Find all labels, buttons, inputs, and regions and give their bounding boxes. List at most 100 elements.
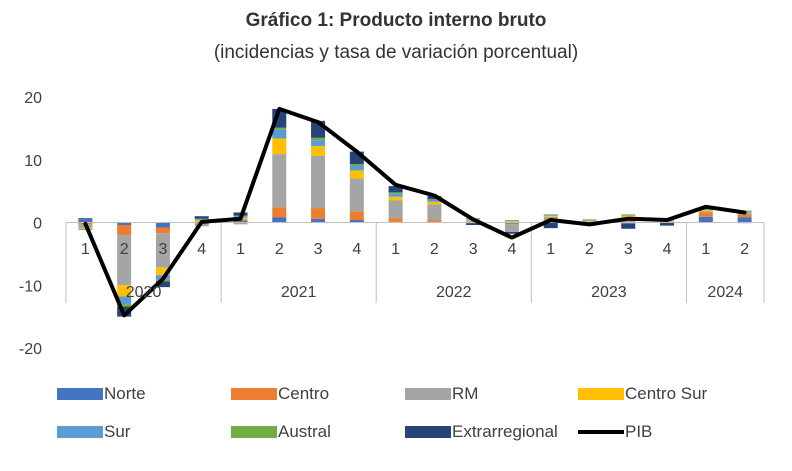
- bar-rm-4: [233, 222, 248, 225]
- bar-centro-sur-5: [272, 138, 287, 155]
- chart-title: Gráfico 1: Producto interno bruto: [245, 10, 547, 31]
- bar-centro-17: [737, 214, 752, 218]
- bar-rm-16: [698, 211, 713, 213]
- bar-centro-8: [388, 218, 403, 222]
- x-tick-label: 3: [158, 241, 167, 258]
- x-tick-label: 2: [740, 241, 749, 258]
- x-tick-label: 2: [585, 241, 594, 258]
- bar-rm-9: [427, 204, 442, 220]
- bar-norte-5: [272, 217, 287, 223]
- bar-centro-sur-13: [582, 220, 597, 222]
- bar-sur-5: [272, 129, 287, 139]
- x-tick-label: 1: [701, 241, 710, 258]
- x-tick-label: 4: [507, 241, 516, 258]
- bar-centro-14: [621, 221, 636, 223]
- bar-sur-7: [349, 166, 364, 171]
- bar-austral-5: [272, 127, 287, 130]
- bar-austral-11: [504, 219, 519, 221]
- chart-subtitle: (incidencias y tasa de variación porcent…: [213, 42, 579, 63]
- x-tick-label: 3: [469, 241, 478, 258]
- x-tick-label: 2: [275, 241, 284, 258]
- bar-rm-7: [349, 178, 364, 212]
- bar-sur-6: [311, 140, 326, 146]
- x-tick-label: 4: [352, 241, 361, 258]
- bar-extrarregional-0: [78, 218, 93, 219]
- bar-centro-5: [272, 207, 287, 218]
- bar-centro-sur-1: [117, 285, 132, 297]
- bar-sur-12: [543, 214, 558, 216]
- x-tick-label: 4: [197, 241, 206, 258]
- x-tick-label: 4: [663, 241, 672, 258]
- bar-austral-9: [427, 199, 442, 200]
- y-tick-label: 20: [24, 90, 42, 107]
- bar-centro-7: [349, 211, 364, 220]
- bar-austral-16: [698, 208, 713, 210]
- y-tick-label: 0: [33, 216, 42, 233]
- bar-centro-sur-7: [349, 170, 364, 179]
- bar-rm-1: [117, 235, 132, 286]
- bar-austral-14: [621, 214, 636, 215]
- bar-rm-5: [272, 154, 287, 208]
- bar-norte-0: [78, 218, 93, 223]
- y-tick-label: 10: [24, 153, 42, 170]
- x-group-label-2021: 2021: [281, 284, 317, 301]
- bar-sur-3: [194, 219, 209, 220]
- bar-extrarregional-10: [466, 223, 481, 226]
- x-tick-label: 3: [624, 241, 633, 258]
- bar-centro-sur-12: [543, 215, 558, 217]
- x-tick-label: 3: [314, 241, 323, 258]
- bar-centro-sur-6: [311, 145, 326, 156]
- x-group-label-2024: 2024: [707, 284, 743, 301]
- bar-norte-6: [311, 218, 326, 223]
- bar-austral-7: [349, 164, 364, 167]
- bar-centro-2: [155, 227, 170, 234]
- bar-rm-2: [155, 233, 170, 268]
- bar-norte-16: [698, 216, 713, 223]
- bar-austral-0: [78, 229, 93, 231]
- bar-centro-6: [311, 208, 326, 219]
- x-tick-label: 2: [120, 241, 129, 258]
- bar-centro-11: [504, 223, 519, 225]
- bar-rm-13: [582, 221, 597, 222]
- bar-centro-sur-9: [427, 201, 442, 205]
- series-line-pib: [83, 106, 747, 318]
- bar-sur-16: [698, 209, 713, 210]
- bar-norte-2: [155, 222, 170, 228]
- bar-extrarregional-8: [388, 186, 403, 193]
- bar-norte-14: [621, 222, 636, 224]
- bar-extrarregional-15: [660, 222, 675, 226]
- x-tick-label: 2: [430, 241, 439, 258]
- bar-norte-7: [349, 219, 364, 223]
- x-group-label-2022: 2022: [436, 284, 472, 301]
- bar-extrarregional-12: [543, 222, 558, 229]
- y-tick-label: -10: [19, 278, 42, 295]
- x-group-label-2023: 2023: [591, 284, 627, 301]
- bar-extrarregional-14: [621, 223, 636, 229]
- bar-austral-13: [582, 219, 597, 220]
- bar-norte-4: [233, 220, 248, 223]
- bar-sur-11: [504, 220, 519, 222]
- bar-sur-14: [621, 214, 636, 216]
- bar-centro-sur-8: [388, 196, 403, 201]
- bar-rm-8: [388, 200, 403, 219]
- x-group-label-2020: 2020: [126, 284, 162, 301]
- bar-rm-6: [311, 155, 326, 209]
- bar-extrarregional-3: [194, 216, 209, 219]
- bar-norte-1: [117, 222, 132, 226]
- bar-norte-17: [737, 217, 752, 223]
- bar-sur-0: [78, 228, 93, 230]
- bar-rm-11: [504, 224, 519, 232]
- x-tick-label: 1: [546, 241, 555, 258]
- bar-austral-12: [543, 214, 558, 215]
- bar-centro-sur-11: [504, 221, 519, 223]
- y-tick-label: -20: [19, 341, 42, 358]
- bar-sur-13: [582, 219, 597, 221]
- bar-centro-sur-16: [698, 209, 713, 212]
- bar-sur-9: [427, 199, 442, 202]
- bar-centro-9: [427, 219, 442, 222]
- bar-centro-sur-2: [155, 267, 170, 276]
- bar-extrarregional-11: [504, 231, 519, 234]
- bar-sur-8: [388, 193, 403, 197]
- bar-austral-1: [117, 304, 132, 307]
- bar-extrarregional-2: [155, 281, 170, 288]
